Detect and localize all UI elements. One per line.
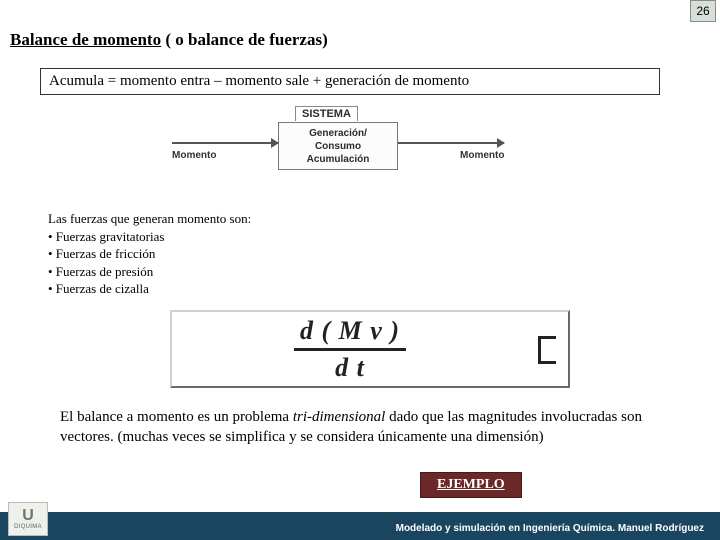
ejemplo-button[interactable]: EJEMPLO: [420, 472, 522, 498]
page-number: 26: [690, 0, 716, 22]
diagram-box-line3: Acumulación: [279, 153, 397, 166]
conclusion-italic: tri-dimensional: [293, 409, 386, 425]
logo-label: DIQUIMA: [14, 524, 42, 530]
equation-denominator: d t: [335, 351, 365, 383]
forces-intro: Las fuerzas que generan momento son:: [48, 210, 251, 228]
footer-bar: Modelado y simulación en Ingeniería Quím…: [0, 512, 720, 540]
equation-fraction: d ( M v ) d t: [294, 316, 406, 383]
equation-box: d ( M v ) d t: [170, 310, 570, 388]
footer-text: Modelado y simulación en Ingeniería Quím…: [396, 523, 704, 534]
arrow-in-icon: [172, 142, 278, 144]
forces-item: • Fuerzas gravitatorias: [48, 228, 251, 246]
diagram-sistema-label: SISTEMA: [295, 106, 358, 121]
forces-item: • Fuerzas de cizalla: [48, 280, 251, 298]
forces-list: Las fuerzas que generan momento son: • F…: [48, 210, 251, 298]
diagram-label-left: Momento: [172, 150, 216, 161]
diagram-label-right: Momento: [460, 150, 504, 161]
title-rest: ( o balance de fuerzas): [161, 30, 328, 49]
system-diagram: SISTEMA Generación/ Consumo Acumulación …: [160, 106, 540, 196]
arrow-out-icon: [398, 142, 504, 144]
balance-formula-box: Acumula = momento entra – momento sale +…: [40, 68, 660, 95]
forces-item: • Fuerzas de fricción: [48, 245, 251, 263]
diagram-box-line1: Generación/: [279, 127, 397, 140]
slide-title: Balance de momento ( o balance de fuerza…: [10, 30, 328, 50]
conclusion-part1: El balance a momento es un problema: [60, 409, 293, 425]
diagram-box-line2: Consumo: [279, 140, 397, 153]
logo-letter: U: [22, 508, 34, 524]
equation-numerator: d ( M v ): [294, 316, 406, 351]
equation-rhs-bracket-icon: [538, 336, 556, 364]
footer-logo: U DIQUIMA: [8, 502, 48, 536]
diagram-system-box: Generación/ Consumo Acumulación: [278, 122, 398, 170]
forces-item: • Fuerzas de presión: [48, 263, 251, 281]
title-underlined: Balance de momento: [10, 30, 161, 49]
conclusion-text: El balance a momento es un problema tri-…: [60, 408, 660, 447]
